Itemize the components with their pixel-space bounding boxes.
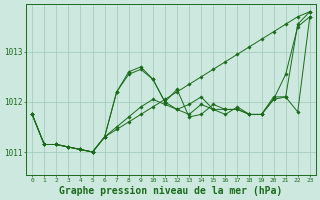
X-axis label: Graphe pression niveau de la mer (hPa): Graphe pression niveau de la mer (hPa) (60, 186, 283, 196)
